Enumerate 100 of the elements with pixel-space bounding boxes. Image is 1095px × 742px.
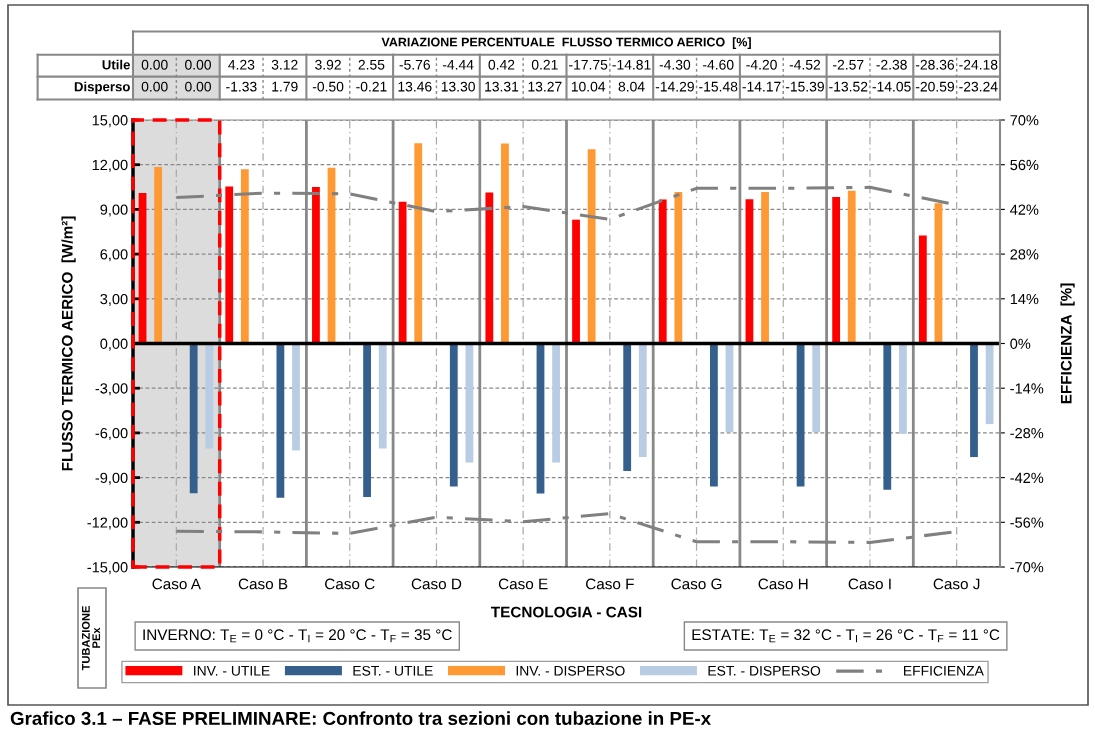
text: 13.27 xyxy=(528,81,562,92)
bar xyxy=(587,149,596,344)
text: -14.29 xyxy=(655,81,694,92)
y2-tick-label: -28% xyxy=(1010,428,1044,439)
x-tick-label: Caso F xyxy=(586,578,634,590)
y-tick-label: -9,00 xyxy=(95,472,128,485)
text: -2.38 xyxy=(876,59,907,70)
bar xyxy=(225,186,234,344)
y2-tick-label: 70% xyxy=(1010,115,1039,126)
y-tick-label: 3,00 xyxy=(100,293,128,306)
bar xyxy=(847,190,856,344)
y2-tick-label: 28% xyxy=(1010,249,1039,260)
bar xyxy=(154,166,163,344)
text: ESTATE: T$_{E}$ = 32 °C - T$_{I}$ = 26 °C - T$_{F}$ = 11 °C xyxy=(692,629,1000,643)
bar xyxy=(240,169,249,344)
text: 1.79 xyxy=(272,81,298,92)
y2-tick-label: -56% xyxy=(1010,517,1044,528)
x-axis-title: TECNOLOGIA - CASI xyxy=(491,606,642,618)
text: Grafico 3.1 – FASE PRELIMINARE: Confronto tra sezioni con tubazione in PE-x xyxy=(10,711,711,726)
bar xyxy=(898,343,907,434)
text: -4.30 xyxy=(659,59,691,70)
bar xyxy=(363,343,371,498)
text: -14.17 xyxy=(742,81,781,92)
y-tick-label: 12,00 xyxy=(92,159,128,172)
bar xyxy=(205,343,214,449)
x-tick-label: Caso E xyxy=(498,578,548,590)
bar xyxy=(674,192,683,344)
text: -4.52 xyxy=(789,59,821,70)
legend-label: EST. - DISPERSO xyxy=(708,665,821,676)
text: -5.76 xyxy=(399,59,430,70)
x-tick-label: Caso C xyxy=(325,578,375,590)
bar xyxy=(658,199,667,344)
y-tick-label: 6,00 xyxy=(100,249,128,262)
legend-label: INV. - DISPERSO xyxy=(516,665,625,676)
bar xyxy=(312,187,320,344)
y-tick-label: -12,00 xyxy=(87,517,128,530)
bar xyxy=(970,343,978,458)
y-tick-label: 9,00 xyxy=(100,204,128,217)
text: -13.52 xyxy=(829,81,868,92)
bar xyxy=(465,343,474,463)
text: 2.55 xyxy=(358,59,385,70)
bar xyxy=(623,343,632,472)
text: -1.33 xyxy=(226,81,257,92)
text: 0.00 xyxy=(141,59,168,70)
text: VARIAZIONE PERCENTUALE FLUSSO TERMICO AERICO [%] xyxy=(381,37,751,49)
text: -17.75 xyxy=(569,59,608,70)
y2-tick-label: -70% xyxy=(1010,562,1044,573)
text: Disperso xyxy=(74,81,130,94)
x-tick-label: Caso B xyxy=(238,578,288,590)
text: -28.36 xyxy=(915,59,955,70)
y2-tick-label: -42% xyxy=(1010,472,1044,483)
bar xyxy=(552,343,560,463)
bar xyxy=(761,191,769,344)
x-tick-label: Caso I xyxy=(848,578,891,590)
bar xyxy=(414,143,423,344)
y-tick-label: 0,00 xyxy=(100,338,128,351)
y2-tick-label: 42% xyxy=(1010,204,1039,215)
y2-tick-label: 0% xyxy=(1010,338,1031,349)
bar xyxy=(398,201,407,344)
text: 0.00 xyxy=(185,81,211,92)
bar xyxy=(189,343,198,494)
text: Utile xyxy=(102,59,130,70)
text: TUBAZIONE PEx xyxy=(81,606,101,671)
bar xyxy=(501,143,509,344)
text: 13.46 xyxy=(398,81,432,92)
x-tick-label: Caso A xyxy=(152,578,201,590)
text: -15.39 xyxy=(785,81,824,92)
text: 0.21 xyxy=(531,59,558,70)
text: -20.59 xyxy=(915,81,955,92)
bar xyxy=(918,235,927,344)
y2-tick-label: -14% xyxy=(1010,383,1044,394)
text: 4.23 xyxy=(228,59,255,70)
text: -4.20 xyxy=(746,59,777,70)
text: -24.18 xyxy=(959,59,998,70)
text: 0.00 xyxy=(185,59,211,70)
legend-label: EFFICIENZA xyxy=(904,665,984,676)
bar xyxy=(638,343,647,458)
bar xyxy=(709,343,718,487)
bar xyxy=(292,343,300,451)
text: -4.44 xyxy=(442,59,474,70)
y2-tick-label: 56% xyxy=(1010,159,1039,171)
text: -4.60 xyxy=(703,59,734,70)
text: -23.24 xyxy=(959,81,998,92)
text: -0.21 xyxy=(356,81,387,92)
text: -15.48 xyxy=(699,81,738,92)
bar xyxy=(812,343,821,433)
y-axis-title: FLUSSO TERMICO AERICO [W/m²] xyxy=(61,216,76,471)
text: INVERNO: T$_{E}$ = 0 °C - T$_{I}$ = 20 °C - T$_{F}$ = 35 °C xyxy=(143,629,452,643)
y2-tick-label: 14% xyxy=(1010,293,1039,305)
x-tick-label: Caso H xyxy=(758,578,808,590)
legend-label: EST. - UTILE xyxy=(353,665,433,676)
x-tick-label: Caso J xyxy=(933,578,980,590)
y2-axis-title: EFFICIENZA [%] xyxy=(1060,283,1075,404)
text: 3.92 xyxy=(315,59,341,70)
text: 13.30 xyxy=(441,81,475,92)
x-tick-label: Caso G xyxy=(671,578,722,590)
x-tick-label: Caso D xyxy=(411,578,462,590)
y-tick-label: -3,00 xyxy=(95,383,128,396)
bar xyxy=(572,219,580,344)
text: -14.81 xyxy=(612,59,651,70)
